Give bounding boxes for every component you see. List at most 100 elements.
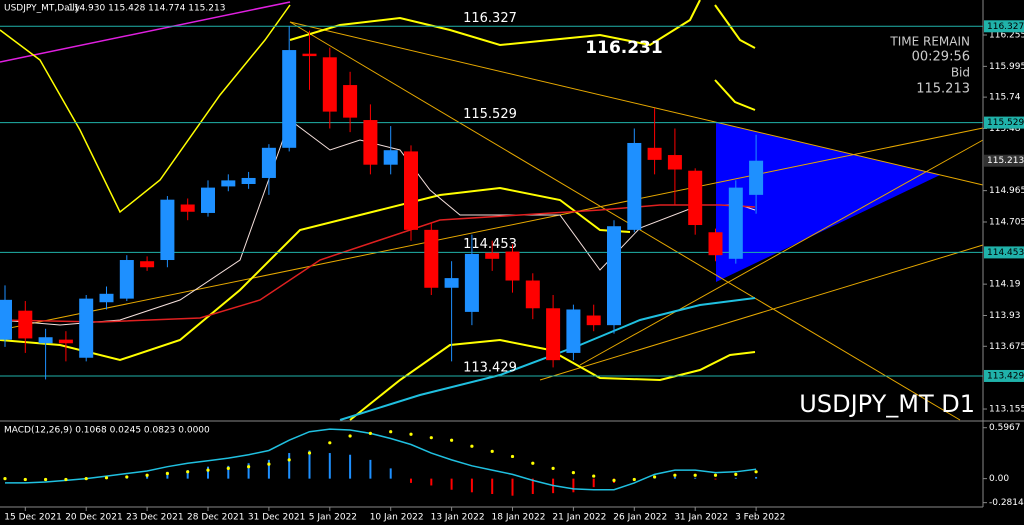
band-line: [714, 4, 756, 49]
candle-body: [99, 293, 114, 303]
macd-signal-dot: [612, 478, 616, 482]
candle-body: [464, 253, 479, 312]
time-remain-label: TIME REMAIN: [889, 35, 970, 49]
macd-y-tick-label: -0.2814: [989, 498, 1024, 508]
candle-body: [140, 261, 155, 268]
macd-signal-dot: [592, 474, 596, 478]
macd-signal-dot: [429, 436, 433, 440]
candle-body: [708, 232, 723, 256]
macd-signal-dot: [84, 477, 88, 481]
candle-body: [525, 280, 540, 309]
band-line: [289, 0, 701, 47]
candle-body: [241, 177, 256, 184]
level-tag-label: 114.453: [987, 248, 1024, 258]
band-line: [0, 186, 631, 362]
time-remain: 00:29:56: [912, 50, 970, 65]
macd-histogram-bar: [369, 459, 372, 479]
macd-y-tick-label: 0.00: [989, 474, 1009, 484]
candle-body: [38, 337, 53, 344]
macd-signal-dot: [754, 470, 758, 474]
level-tag-label: 116.327: [987, 22, 1024, 32]
macd-signal-dot: [673, 473, 677, 477]
macd-histogram-bar: [491, 478, 494, 494]
candle-body: [302, 53, 317, 57]
candle-body: [79, 298, 94, 358]
y-tick-label: 113.93: [989, 311, 1021, 321]
bid-tag: [984, 154, 1024, 167]
macd-signal-dot: [287, 458, 291, 462]
y-tick-label: 115.74: [989, 93, 1021, 103]
candle-body: [343, 85, 358, 118]
candle-body: [160, 199, 175, 261]
candle-body: [322, 57, 337, 112]
candle-body: [221, 180, 236, 187]
bid-value: 115.213: [916, 82, 970, 97]
y-tick-label: 113.155: [989, 405, 1024, 415]
bid-tag-label: 115.213: [987, 156, 1024, 166]
macd-signal-dot: [693, 473, 697, 477]
level-tag: [984, 116, 1024, 129]
ohlc-text: 114.930 115.428 114.774 115.213: [68, 4, 225, 14]
level-tag-label: 115.529: [987, 118, 1024, 128]
macd-signal-dot: [571, 471, 576, 475]
macd-histogram-bar: [714, 478, 717, 480]
candle-body: [607, 226, 621, 326]
macd-signal-dot: [64, 477, 68, 482]
candle-body: [58, 339, 73, 344]
candle-body: [282, 50, 297, 148]
level-label: 113.429: [463, 360, 517, 375]
macd-histogram-bar: [572, 478, 575, 493]
level-label: 116.327: [463, 11, 517, 26]
macd-signal-dot: [145, 473, 149, 477]
macd-signal-dot: [125, 475, 129, 479]
watermark: USDJPY_MT D1: [799, 390, 975, 418]
macd-histogram-bar: [755, 476, 758, 479]
band-line: [349, 338, 756, 421]
macd-signal-dot: [226, 466, 230, 470]
level-tag: [984, 246, 1024, 259]
macd-signal-dot: [165, 471, 169, 476]
x-tick-label: 3 Feb 2022: [735, 513, 785, 523]
candle-body: [363, 120, 378, 165]
candle-body: [180, 204, 195, 212]
x-tick-label: 31 Jan 2022: [674, 513, 728, 523]
candle-body: [119, 260, 134, 299]
peak-label: 116.231: [585, 38, 662, 58]
candle-body: [566, 309, 581, 353]
macd-signal-dot: [490, 449, 494, 453]
bid-label: Bid: [951, 66, 970, 80]
candle-body: [586, 315, 601, 326]
level-label: 114.453: [463, 237, 517, 252]
macd-y-tick-label: 0.5967: [989, 423, 1021, 433]
macd-histogram-bar: [349, 454, 352, 479]
trendline: [289, 21, 984, 186]
macd-signal-dot: [23, 477, 27, 482]
macd-histogram-bar: [592, 478, 595, 488]
candle-body: [485, 252, 500, 259]
macd-histogram-bar: [207, 466, 209, 479]
level-label: 115.529: [463, 107, 517, 122]
candle-body: [749, 160, 764, 195]
x-tick-label: 5 Jan 2022: [309, 513, 357, 523]
macd-signal-dot: [632, 477, 636, 482]
candle-body: [627, 142, 642, 230]
y-tick-label: 114.965: [989, 186, 1024, 196]
macd-histogram-bar: [410, 478, 412, 483]
macd-histogram-bar: [470, 478, 473, 493]
y-tick-label: 113.675: [989, 342, 1024, 352]
macd-signal-dot: [206, 468, 210, 472]
macd-histogram-bar: [267, 459, 270, 479]
symbol: USDJPY_MT,Daily: [4, 4, 81, 14]
x-tick-label: 31 Dec 2021: [248, 513, 306, 523]
level-tag: [984, 20, 1024, 33]
macd-signal-dot: [653, 475, 657, 479]
x-tick-label: 20 Dec 2021: [65, 513, 123, 523]
indicator-overlay: [0, 0, 984, 421]
trendline: [0, 1, 291, 63]
macd-signal-dot: [267, 462, 271, 466]
y-tick-label: 114.705: [989, 218, 1024, 228]
band-line: [0, 4, 291, 214]
macd-signal-dot: [247, 465, 251, 469]
macd-histogram-bar: [430, 478, 433, 486]
